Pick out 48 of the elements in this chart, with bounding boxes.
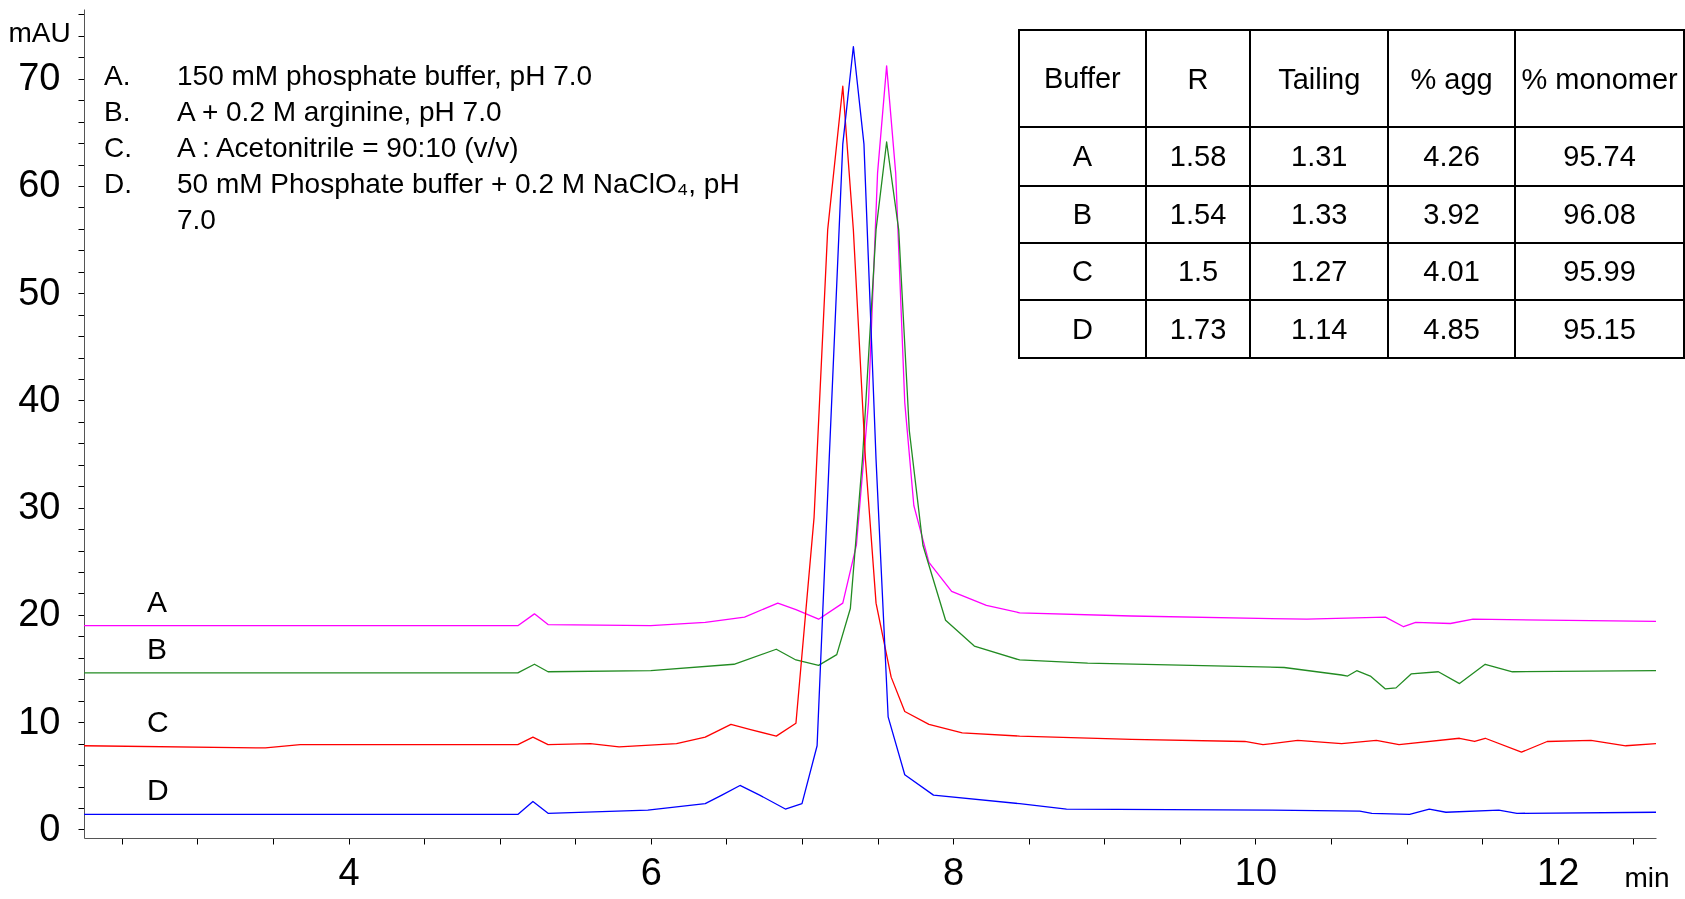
y-tick-label: 70 [18, 56, 61, 99]
series-label: A [146, 584, 167, 618]
text: C. A : Acetonitrile = 90:10 (v/v) [104, 132, 519, 163]
x-tick-label: 10 [1234, 850, 1278, 893]
y-axis-title: mAU [8, 16, 71, 48]
legend-title: Buffer [1019, 30, 1146, 127]
x-tick-label: 4 [338, 850, 360, 893]
legend-label: B [1019, 186, 1146, 243]
data-label: 1.54 [1145, 186, 1251, 243]
y-tick-label: 20 [18, 592, 61, 635]
data-label: 95.74 [1515, 127, 1684, 186]
text: D. 50 mM Phosphate buffer + 0.2 M NaClO₄, pH 7.0 [104, 168, 740, 235]
series-label: D [146, 773, 169, 807]
category-label: Tailing [1250, 30, 1389, 127]
data-label: 4.01 [1388, 243, 1516, 300]
y-tick-label: 60 [18, 163, 61, 206]
y-tick-label: 0 [39, 806, 61, 849]
text: A. 150 mM phosphate buffer, pH 7.0 [104, 60, 593, 91]
x-tick-label: 6 [640, 850, 662, 893]
y-tick-label: 10 [18, 699, 61, 742]
x-tick-label: 8 [943, 850, 965, 893]
data-label: 1.33 [1250, 186, 1389, 243]
category-label: % monomer [1515, 30, 1684, 127]
series-label: A [1019, 127, 1146, 186]
data-label: 1.27 [1250, 243, 1389, 300]
x-axis-title: min [1624, 861, 1670, 893]
y-tick-label: 50 [18, 270, 61, 313]
data-label: 95.99 [1515, 243, 1684, 300]
data-label: 1.31 [1250, 127, 1389, 186]
data-label: 4.85 [1388, 300, 1516, 358]
data-label: 96.08 [1515, 186, 1684, 243]
data-label: 1.5 [1145, 243, 1251, 300]
data-label: 1.58 [1145, 127, 1251, 186]
category-label: % agg [1388, 30, 1516, 127]
series-label: B [146, 631, 167, 665]
text: B. A + 0.2 M arginine, pH 7.0 [104, 96, 502, 127]
data-label: 95.15 [1515, 300, 1684, 358]
data-label: 1.14 [1250, 300, 1389, 358]
data-label: 3.92 [1388, 186, 1516, 243]
category-label: R [1145, 30, 1251, 127]
legend-label: C [1019, 243, 1146, 300]
data-label: 1.73 [1145, 300, 1251, 358]
y-tick-label: 40 [18, 377, 61, 420]
series-label: C [146, 704, 169, 738]
data-label: 4.26 [1388, 127, 1516, 186]
y-tick-label: 30 [18, 485, 61, 528]
x-tick-label: 12 [1537, 850, 1580, 893]
legend-label: D [1019, 300, 1146, 358]
